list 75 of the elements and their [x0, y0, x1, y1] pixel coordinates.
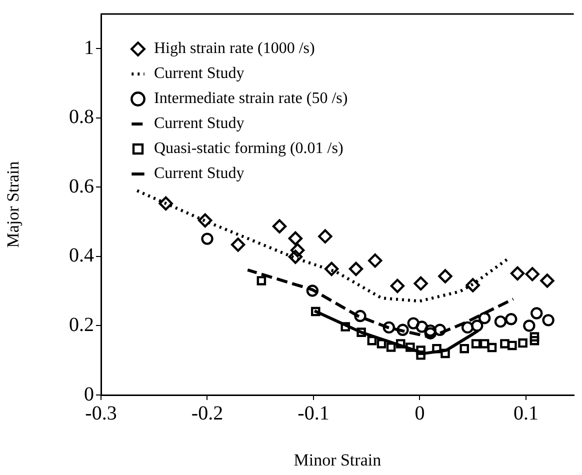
- point: [288, 250, 303, 264]
- legend-label: Current Study: [154, 115, 244, 132]
- point: [508, 340, 517, 350]
- point: [440, 348, 450, 358]
- point: [416, 350, 426, 360]
- point: [480, 339, 490, 348]
- legend-label: High strain rate (1000 /s): [154, 40, 315, 58]
- y-tick-label: 0.4: [69, 244, 94, 267]
- point: [318, 229, 332, 244]
- point: [471, 339, 481, 348]
- legend-label: Current Study: [154, 165, 244, 182]
- point: [201, 232, 214, 245]
- point: [272, 219, 287, 234]
- x-tick-label: 0.1: [513, 402, 538, 424]
- point: [505, 313, 518, 326]
- point: [500, 339, 510, 348]
- point: [518, 338, 528, 348]
- point: [466, 278, 480, 292]
- x-tick-label: -0.2: [191, 402, 224, 424]
- point: [542, 314, 554, 326]
- point: [396, 339, 406, 348]
- point: [324, 262, 339, 276]
- point: [407, 317, 420, 330]
- point: [396, 324, 409, 336]
- point: [530, 336, 540, 346]
- point: [434, 324, 446, 336]
- point: [290, 243, 305, 258]
- point: [382, 321, 396, 334]
- point: [510, 266, 525, 281]
- point: [306, 284, 319, 297]
- point: [438, 269, 452, 284]
- legend-label: Current Study: [154, 65, 244, 82]
- point: [416, 320, 428, 333]
- x-tick-label: -0.1: [298, 402, 330, 424]
- point: [310, 306, 320, 316]
- y-tick-label: 1: [84, 36, 94, 59]
- point: [523, 320, 536, 332]
- point: [414, 276, 428, 291]
- point: [356, 328, 366, 337]
- point: [461, 321, 474, 334]
- line-series: [246, 268, 515, 340]
- point: [198, 213, 212, 228]
- point: [432, 344, 442, 354]
- point: [348, 262, 364, 276]
- point: [530, 307, 543, 320]
- point: [478, 312, 491, 324]
- point: [530, 332, 540, 342]
- point: [340, 322, 350, 332]
- y-tick-label: 0.8: [69, 106, 94, 128]
- line-series: [136, 189, 508, 303]
- point: [487, 342, 497, 352]
- point: [256, 276, 266, 286]
- legend-label: Intermediate strain rate (50 /s): [154, 90, 348, 108]
- x-axis-title: Minor Strain: [294, 450, 382, 470]
- point: [354, 310, 366, 322]
- point: [230, 238, 246, 252]
- legend-label: Quasi-static forming (0.01 /s): [154, 140, 344, 158]
- point: [494, 315, 507, 328]
- point: [386, 342, 396, 352]
- point: [288, 231, 303, 246]
- point: [368, 254, 382, 268]
- x-tick-label: 0: [414, 402, 425, 424]
- point: [376, 339, 386, 348]
- point: [406, 342, 415, 352]
- point: [540, 274, 554, 288]
- point: [158, 196, 173, 211]
- y-axis-title: Major Strain: [4, 160, 23, 248]
- point: [525, 267, 540, 282]
- point: [471, 320, 484, 332]
- y-tick-label: 0.6: [69, 175, 94, 198]
- y-tick-label: 0.2: [69, 314, 94, 336]
- point: [416, 346, 426, 355]
- point: [460, 344, 469, 354]
- point: [390, 278, 405, 293]
- point: [367, 336, 377, 346]
